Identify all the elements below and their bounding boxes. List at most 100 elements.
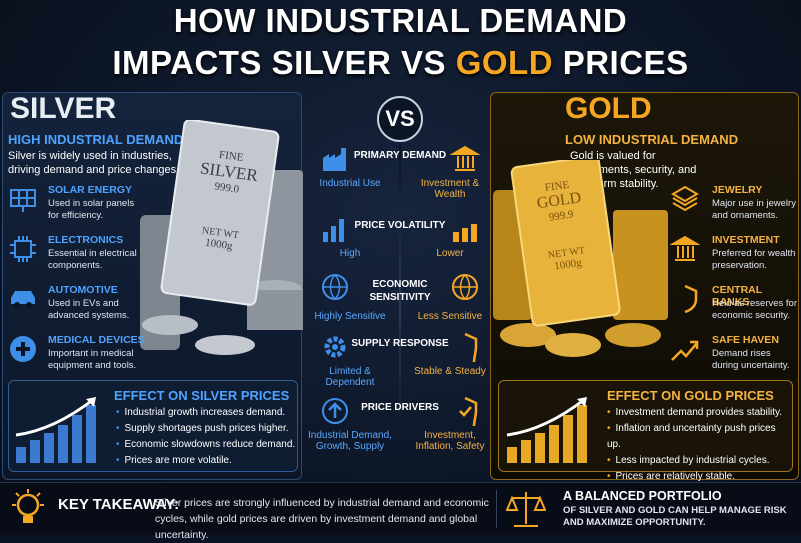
footer-divider bbox=[496, 490, 497, 528]
icon bbox=[670, 184, 700, 219]
use-text: Used in EVs and advanced systems. bbox=[48, 298, 130, 321]
silver-effect-list: • Industrial growth increases demand. • Sup… bbox=[116, 405, 296, 469]
icon bbox=[320, 214, 350, 249]
gold-value: Stable & Steady bbox=[414, 366, 486, 377]
effect-point-text: Economic slowdowns reduce demand. bbox=[124, 439, 296, 450]
title-line: IMPACTS SILVER VS GOLD PRICES bbox=[0, 44, 801, 82]
icon bbox=[320, 272, 350, 307]
icon-shape bbox=[322, 274, 348, 300]
icon-shape bbox=[324, 336, 346, 358]
comparison-label: PRICE DRIVERS bbox=[361, 402, 439, 413]
use-text: Important in medical equipment and tools… bbox=[48, 348, 137, 371]
effect-point-text: Industrial growth increases demand. bbox=[124, 407, 286, 418]
bullet: • bbox=[607, 407, 611, 418]
gold-value: Lower bbox=[436, 248, 464, 259]
takeaway-text: Silver prices are strongly influenced by… bbox=[155, 497, 489, 541]
silver-effect-box bbox=[8, 380, 298, 472]
gold-bars bbox=[493, 160, 668, 357]
gold-value: Investment & Wealth bbox=[420, 178, 480, 200]
icon bbox=[450, 272, 480, 307]
use-text: Major use in jewelry and ornaments. bbox=[712, 198, 796, 221]
silver-bar-stamp: FINE SILVER 999.0 NET WT 1000g bbox=[173, 144, 276, 257]
icon bbox=[669, 234, 701, 269]
icon-shape bbox=[11, 291, 35, 308]
effect-point: • Investment demand provides stability. bbox=[607, 405, 792, 421]
icon-shape bbox=[453, 224, 477, 242]
gold-effect-list: • Investment demand provides stability. • I… bbox=[607, 405, 792, 485]
effect-point-text: Prices are relatively stable. bbox=[615, 471, 736, 482]
effect-point-text: Inflation and uncertainty push prices up… bbox=[607, 423, 776, 450]
effect-point: • Prices are more volatile. bbox=[116, 453, 296, 469]
title-gold: GOLD bbox=[455, 44, 554, 81]
silver-subtitle: HIGH INDUSTRIAL DEMAND bbox=[8, 132, 184, 147]
silver-bars bbox=[140, 120, 303, 355]
vs-badge bbox=[377, 96, 423, 142]
silver-description: Silver is widely used in industries, dri… bbox=[8, 150, 180, 176]
silver-value: High bbox=[339, 248, 361, 259]
icon-shape bbox=[323, 148, 346, 171]
effect-point: • Inflation and uncertainty push prices u… bbox=[607, 421, 792, 453]
bullet: • bbox=[607, 423, 611, 434]
bullet: • bbox=[116, 423, 120, 434]
effect-point: • Industrial growth increases demand. bbox=[116, 405, 296, 421]
comparison-label: SUPPLY RESPONSE bbox=[351, 338, 449, 349]
effect-point: • Economic slowdowns reduce demand. bbox=[116, 437, 296, 453]
use-text: Preferred for wealth preservation. bbox=[712, 248, 796, 271]
icon-shape bbox=[452, 274, 478, 300]
use-title: MEDICAL DEVICES bbox=[48, 334, 145, 346]
effect-point-text: Prices are more volatile. bbox=[124, 455, 232, 466]
use-text: Used in solar panels for efficiency. bbox=[48, 198, 135, 221]
icon bbox=[449, 144, 481, 179]
portfolio-text: OF SILVER AND GOLD CAN HELP MANAGE RISK … bbox=[563, 505, 787, 528]
icon bbox=[670, 334, 700, 369]
center-divider bbox=[399, 145, 401, 465]
use-title: INVESTMENT bbox=[712, 234, 780, 246]
icon bbox=[8, 234, 38, 269]
bulb-icon bbox=[12, 489, 44, 523]
icon-shape bbox=[671, 340, 699, 361]
gold-bar-stamp: FINE GOLD 999.9 NET WT 1000g bbox=[514, 175, 611, 277]
scales-icon bbox=[506, 492, 546, 527]
title-part: IMPACTS SILVER VS bbox=[112, 44, 447, 81]
icon bbox=[320, 332, 350, 367]
icon bbox=[8, 184, 38, 219]
effect-point-text: Supply shortages push prices higher. bbox=[124, 423, 289, 434]
icon bbox=[670, 284, 700, 319]
comparison-label: PRIMARY DEMAND bbox=[353, 150, 447, 161]
title-part: PRICES bbox=[562, 44, 689, 81]
icon-shape bbox=[669, 235, 701, 261]
gold-chart-icon bbox=[506, 397, 587, 463]
icon bbox=[450, 214, 480, 249]
icon-shape bbox=[449, 145, 481, 171]
bullet: • bbox=[607, 471, 611, 482]
use-title: SAFE HAVEN bbox=[712, 334, 779, 346]
silver-value: Industrial Demand, Growth, Supply bbox=[308, 430, 392, 452]
use-title: JEWELRY bbox=[712, 184, 763, 196]
gold-effect-title: EFFECT ON GOLD PRICES bbox=[607, 388, 774, 403]
use-title: AUTOMOTIVE bbox=[48, 284, 118, 296]
icon bbox=[320, 144, 350, 179]
bullet: • bbox=[116, 439, 120, 450]
icon-shape bbox=[10, 236, 36, 262]
bullet: • bbox=[607, 455, 611, 466]
gold-value: Less Sensitive bbox=[417, 311, 483, 322]
footer bbox=[0, 482, 801, 535]
silver-value: Industrial Use bbox=[319, 178, 381, 189]
icon-shape bbox=[671, 185, 699, 212]
icon-shape bbox=[322, 398, 348, 424]
comparison-label: PRICE VOLATILITY bbox=[354, 220, 446, 231]
gold-subtitle: LOW INDUSTRIAL DEMAND bbox=[565, 132, 739, 147]
effect-point-text: Less impacted by industrial cycles. bbox=[615, 455, 770, 466]
icon-shape bbox=[684, 284, 698, 314]
icon-shape bbox=[10, 336, 36, 362]
gold-value: Investment, Inflation, Safety bbox=[415, 430, 485, 452]
gold-name: GOLD bbox=[565, 92, 652, 125]
icon bbox=[320, 396, 350, 431]
use-text: Demand rises during uncertainty. bbox=[712, 348, 790, 371]
portfolio-title: A BALANCED PORTFOLIO bbox=[563, 489, 722, 503]
silver-chart-icon bbox=[15, 397, 96, 463]
icon-shape bbox=[10, 189, 36, 212]
use-title: SOLAR ENERGY bbox=[48, 184, 133, 196]
silver-value: Highly Sensitive bbox=[314, 311, 386, 322]
icon bbox=[8, 284, 38, 319]
